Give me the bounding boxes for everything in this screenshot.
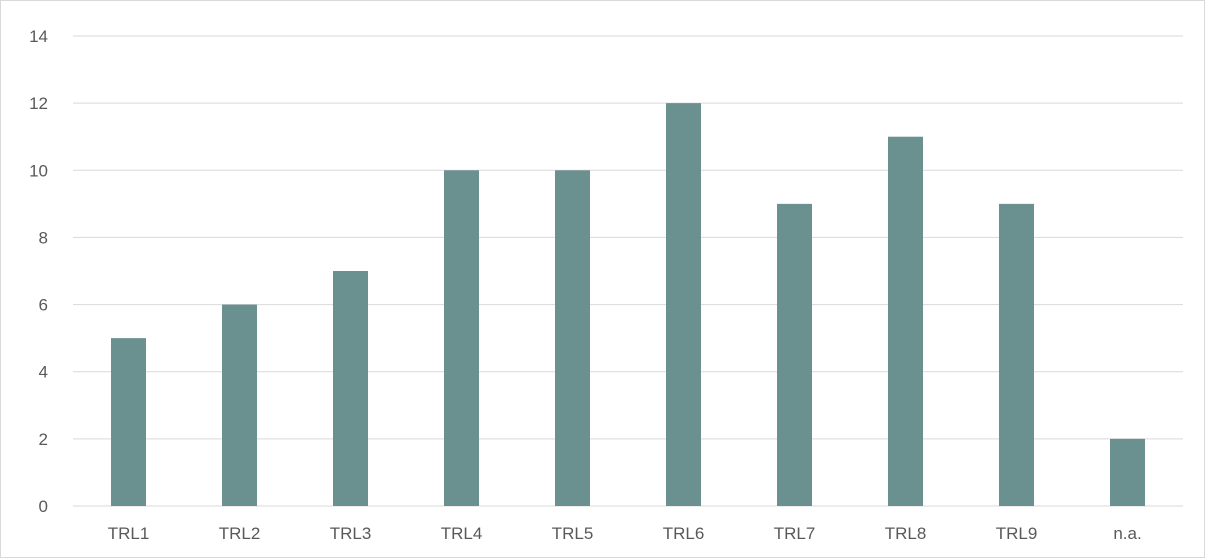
y-tick-label: 10 [29,161,48,180]
x-tick-label: TRL3 [330,524,372,543]
y-tick-label: 0 [39,497,48,516]
y-axis-tick-labels: 0 2 4 6 8 10 12 14 [29,27,48,516]
x-tick-label: TRL2 [219,524,261,543]
gridlines [73,35,1183,507]
y-tick-label: 14 [29,27,48,46]
bar-trl1 [111,338,146,506]
x-tick-label: n.a. [1113,524,1141,543]
bar-trl2 [222,304,257,506]
x-tick-label: TRL8 [885,524,927,543]
bar-trl8 [888,136,923,506]
bar-trl9 [999,203,1034,506]
x-tick-label: TRL1 [108,524,150,543]
bar-trl5 [555,170,590,507]
x-tick-label: TRL5 [552,524,594,543]
y-tick-label: 12 [29,94,48,113]
bar-trl6 [666,103,701,507]
y-tick-label: 6 [39,296,48,315]
x-tick-label: TRL7 [774,524,816,543]
x-tick-label: TRL9 [996,524,1038,543]
x-tick-label: TRL4 [441,524,483,543]
bar-n-a [1110,438,1145,506]
y-tick-label: 2 [39,430,48,449]
y-tick-label: 8 [39,228,48,247]
x-axis-tick-labels: TRL1 TRL2 TRL3 TRL4 TRL5 TRL6 TRL7 TRL8 TRL9 n.a. [108,524,1142,543]
x-tick-label: TRL6 [663,524,705,543]
bar-trl3 [333,271,368,506]
y-tick-label: 4 [39,363,48,382]
bar-trl4 [444,170,479,507]
bars [111,103,1145,507]
bar-trl7 [777,203,812,506]
